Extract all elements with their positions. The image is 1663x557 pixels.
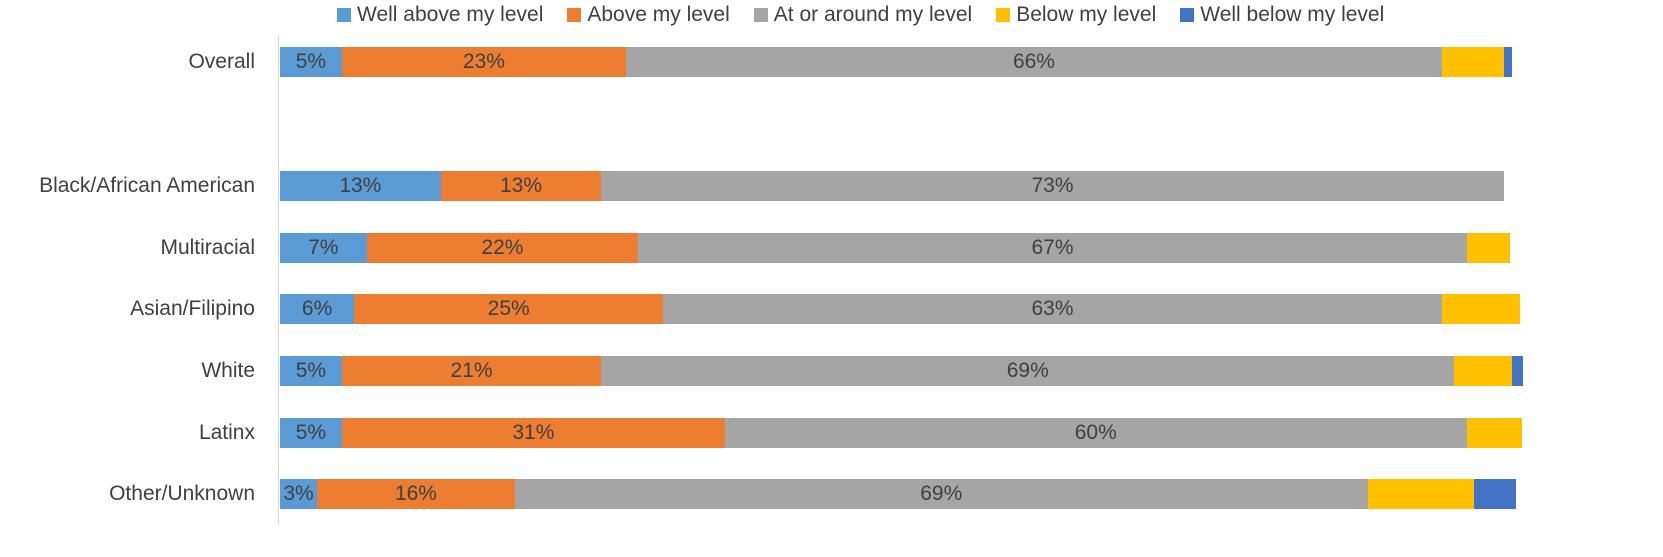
legend-item: At or around my level [753, 3, 973, 27]
bar-segment [1503, 47, 1513, 77]
data-label: 6% [301, 297, 333, 320]
legend-label: Below my level [1016, 3, 1157, 26]
data-label: 7% [308, 236, 339, 259]
legend-swatch [337, 8, 351, 22]
legend-swatch [996, 8, 1011, 22]
bar-segment [280, 171, 441, 201]
bar-segment [1466, 418, 1523, 448]
data-label: 73% [1031, 174, 1074, 197]
data-label: 21% [450, 359, 493, 382]
legend-swatch [753, 8, 768, 22]
data-label: 3% [283, 482, 314, 505]
data-label: 5% [295, 359, 327, 382]
data-label: 66% [1012, 50, 1055, 73]
legend-item: Above my level [567, 3, 730, 27]
data-label: 5% [295, 421, 327, 444]
bar-segment [341, 418, 725, 448]
legend-label: At or around my level [773, 3, 973, 26]
bar-segment [341, 356, 602, 386]
data-label: 5% [295, 50, 327, 73]
bar-segment [280, 294, 355, 324]
legend: Well above my level Above my level At or a… [337, 0, 1384, 30]
category-label: Black/African American [39, 174, 255, 197]
data-label: 69% [920, 482, 963, 505]
bar-segment [626, 47, 1442, 77]
legend-item: Below my level [996, 3, 1156, 27]
bar-segment [638, 233, 1467, 263]
category-label: Multiracial [160, 236, 255, 259]
data-label: 13% [339, 174, 382, 197]
bar-segment [724, 418, 1467, 448]
bar-segment [341, 47, 627, 77]
legend-item: Well below my level [1180, 3, 1384, 27]
legend-label: Well below my level [1200, 3, 1385, 26]
bar-segment [280, 418, 342, 448]
legend-label: Well above my level [357, 3, 544, 26]
bar-segment [1454, 356, 1513, 386]
bar-segment [1473, 479, 1516, 509]
data-label: 69% [1006, 359, 1049, 382]
category-label: Overall [188, 50, 255, 73]
data-label: 60% [1074, 421, 1117, 444]
bar-segment [601, 171, 1504, 201]
bar-segment [1512, 356, 1524, 386]
bar-segment [317, 479, 515, 509]
legend-item: Well above my level [337, 3, 543, 27]
data-label: 22% [481, 236, 524, 259]
bar-segment [280, 356, 342, 386]
bar-segment [601, 356, 1455, 386]
bar-segment [663, 294, 1442, 324]
bar-segment [1441, 47, 1504, 77]
data-label: 16% [394, 482, 437, 505]
bar-segment [280, 479, 318, 509]
category-label: Latinx [198, 421, 255, 444]
data-label: 13% [499, 174, 543, 197]
bar-segment [1466, 233, 1510, 263]
bar-segment [354, 294, 664, 324]
legend-swatch [1180, 8, 1195, 22]
bar-segment [366, 233, 639, 263]
category-label: Other/Unknown [109, 482, 255, 505]
data-label: 31% [512, 421, 555, 444]
bar-segment [514, 479, 1368, 509]
bar-segment [440, 171, 602, 201]
category-axis-line [278, 35, 279, 525]
data-label: 67% [1031, 236, 1074, 259]
data-label: 25% [487, 297, 530, 320]
bar-segment [1441, 294, 1520, 324]
bar-segment [280, 233, 367, 263]
legend-label: Above my level [587, 3, 730, 26]
data-label: 63% [1031, 297, 1074, 320]
category-label: Asian/Filipino [130, 297, 255, 320]
category-label: White [201, 359, 255, 382]
legend-swatch [567, 8, 582, 22]
bar-segment [1367, 479, 1474, 509]
data-label: 23% [462, 50, 505, 73]
bar-segment [280, 47, 342, 77]
